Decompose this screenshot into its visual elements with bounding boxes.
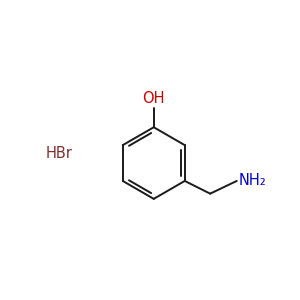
Text: HBr: HBr bbox=[46, 146, 73, 161]
Text: OH: OH bbox=[142, 91, 165, 106]
Text: NH₂: NH₂ bbox=[239, 173, 267, 188]
